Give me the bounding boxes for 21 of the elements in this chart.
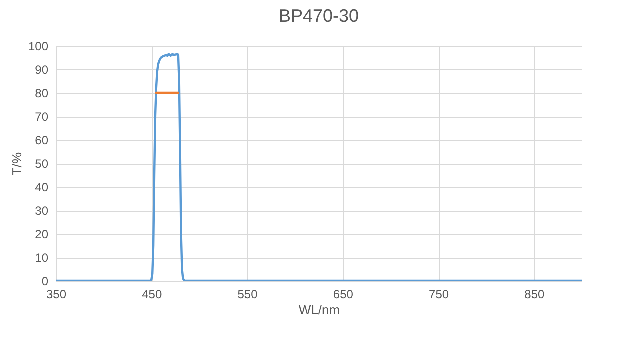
y-tick-label: 30 (35, 204, 49, 218)
y-tick-label: 0 (42, 274, 49, 288)
y-tick-label: 70 (35, 110, 49, 124)
y-tick-label: 20 (35, 228, 49, 242)
line-series (56, 53, 582, 281)
x-tick-label: 350 (46, 288, 67, 302)
y-tick-label: 90 (35, 63, 49, 77)
y-tick-label: 100 (28, 40, 49, 54)
y-tick-label: 40 (35, 180, 49, 194)
x-tick-label: 450 (142, 288, 162, 302)
y-axis-title: T/% (9, 152, 24, 176)
y-tick-label: 60 (35, 134, 49, 148)
x-axis-title: WL/nm (298, 302, 340, 318)
x-tick-label: 750 (429, 288, 450, 302)
x-tick-label: 850 (524, 288, 546, 302)
x-tick-label: 550 (238, 288, 258, 302)
x-tick-label: 650 (333, 288, 354, 302)
y-tick-label: 80 (35, 86, 49, 100)
y-tick-label: 10 (35, 251, 49, 265)
chart-title: BP470-30 (278, 6, 360, 26)
y-tick-label: 50 (35, 157, 49, 171)
